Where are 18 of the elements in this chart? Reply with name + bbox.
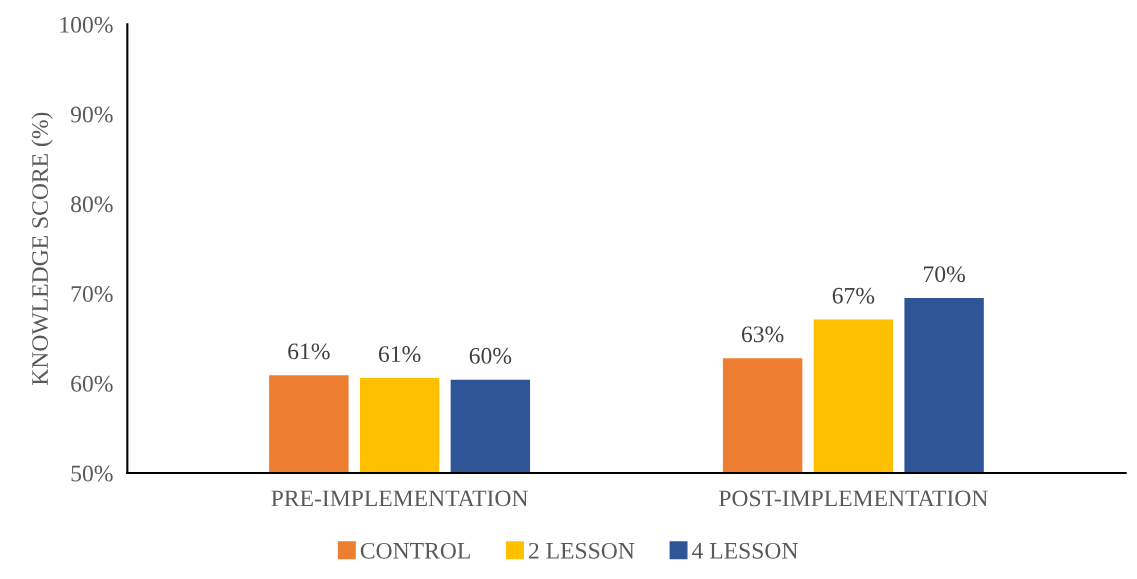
y-tick-label: 100%	[60, 16, 113, 33]
y-tick-label: 60%	[71, 375, 113, 392]
legend-label: CONTROL	[360, 542, 470, 559]
y-tick-label: 90%	[70, 106, 113, 123]
y-tick-label: 70%	[71, 286, 113, 303]
y-tick-label: 50%	[71, 465, 113, 482]
x-tick-label: PRE-IMPLEMENTATION	[271, 490, 528, 507]
data-label: 63%	[741, 326, 784, 343]
data-label: 67%	[832, 287, 875, 304]
data-label: 70%	[924, 266, 965, 283]
data-label: 61%	[378, 346, 421, 363]
legend-label: 4 LESSON	[692, 542, 798, 559]
data-label: 61%	[288, 343, 330, 360]
y-tick-label: 80%	[71, 196, 113, 213]
y-axis-title: KNOWLEDGE SCORE (%)	[31, 112, 53, 386]
x-tick-label: POST-IMPLEMENTATION	[719, 490, 988, 507]
data-label: 60%	[469, 347, 512, 364]
legend-label: 2 LESSON	[529, 542, 635, 559]
